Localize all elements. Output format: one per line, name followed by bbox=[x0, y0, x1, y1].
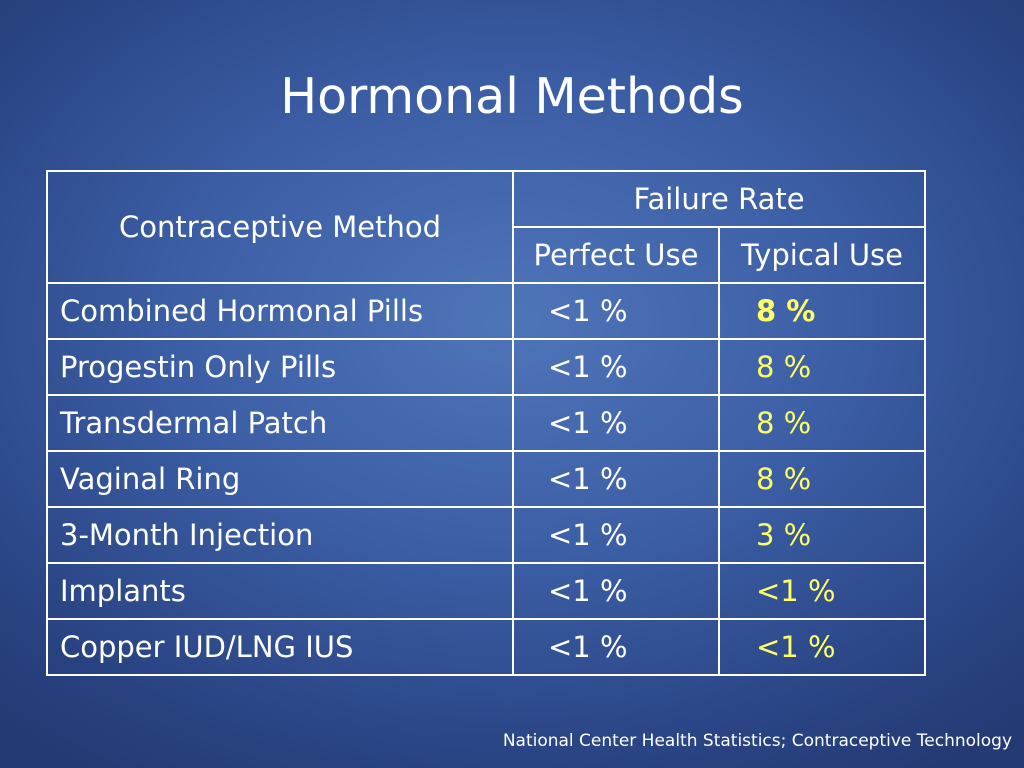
method-cell: Transdermal Patch bbox=[46, 394, 514, 452]
perfect-use-cell: <1 % bbox=[512, 394, 720, 452]
method-cell: Implants bbox=[46, 562, 514, 620]
slide-title: Hormonal Methods bbox=[280, 68, 744, 125]
perfect-use-cell: <1 % bbox=[512, 618, 720, 676]
table-row: Progestin Only Pills <1 % 8 % bbox=[46, 338, 927, 396]
perfect-use-cell: <1 % bbox=[512, 450, 720, 508]
typical-use-cell: 8 % bbox=[717, 282, 927, 340]
failure-rate-table: Contraceptive Method Failure Rate Perfec… bbox=[46, 170, 927, 676]
table-body: Combined Hormonal Pills <1 % 8 % Progest… bbox=[46, 282, 927, 676]
table-row: Combined Hormonal Pills <1 % 8 % bbox=[46, 282, 927, 340]
perfect-use-cell: <1 % bbox=[512, 506, 720, 564]
perfect-use-cell: <1 % bbox=[512, 282, 720, 340]
typical-use-cell: 8 % bbox=[717, 450, 927, 508]
table-row: Implants <1 % <1 % bbox=[46, 562, 927, 620]
table-row: Vaginal Ring <1 % 8 % bbox=[46, 450, 927, 508]
typical-use-cell: 8 % bbox=[717, 338, 927, 396]
method-cell: Vaginal Ring bbox=[46, 450, 514, 508]
perfect-use-cell: <1 % bbox=[512, 338, 720, 396]
header-row-sub: Perfect Use Typical Use bbox=[47, 226, 927, 284]
header-typical-use: Typical Use bbox=[717, 226, 927, 284]
typical-use-cell: 3 % bbox=[717, 506, 927, 564]
header-perfect-use: Perfect Use bbox=[512, 226, 720, 284]
header-row-top: Contraceptive Method Failure Rate bbox=[46, 170, 927, 284]
perfect-use-cell: <1 % bbox=[512, 562, 720, 620]
method-cell: Copper IUD/LNG IUS bbox=[46, 618, 514, 676]
source-citation: National Center Health Statistics; Contr… bbox=[502, 731, 1012, 751]
typical-use-cell: <1 % bbox=[717, 562, 927, 620]
header-contraceptive-method: Contraceptive Method bbox=[46, 170, 514, 284]
typical-use-cell: 8 % bbox=[717, 394, 927, 452]
method-cell: 3-Month Injection bbox=[46, 506, 514, 564]
method-cell: Progestin Only Pills bbox=[46, 338, 514, 396]
method-cell: Combined Hormonal Pills bbox=[46, 282, 514, 340]
table-row: 3-Month Injection <1 % 3 % bbox=[46, 506, 927, 564]
table-row: Copper IUD/LNG IUS <1 % <1 % bbox=[46, 618, 927, 676]
table-row: Transdermal Patch <1 % 8 % bbox=[46, 394, 927, 452]
table-header: Contraceptive Method Failure Rate Perfec… bbox=[46, 170, 927, 284]
typical-use-cell: <1 % bbox=[717, 618, 927, 676]
header-failure-rate: Failure Rate bbox=[511, 170, 927, 228]
